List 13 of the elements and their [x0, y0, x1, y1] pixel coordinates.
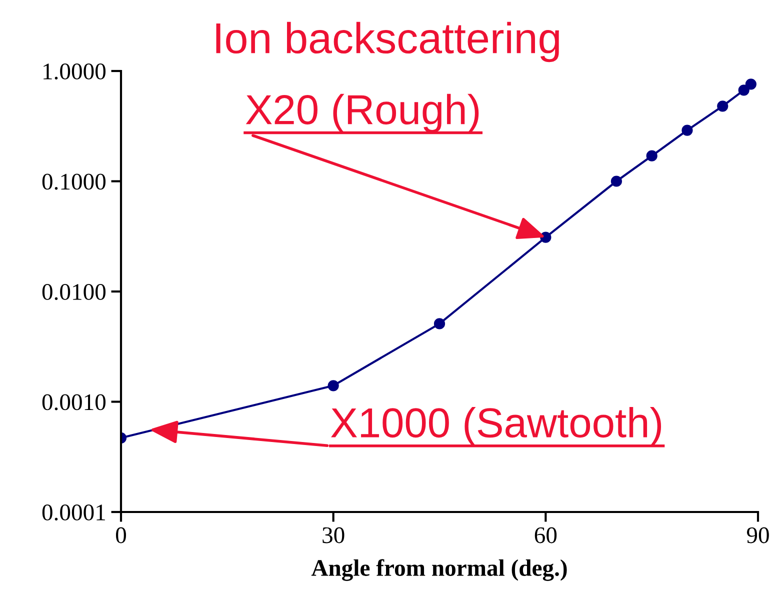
- chart-title: Ion backscattering: [216, 22, 559, 62]
- x-tick-label: 30: [322, 527, 344, 544]
- y-tick-label: 0.0001: [42, 504, 105, 521]
- annotation: X1000 (Sawtooth): [331, 407, 662, 446]
- y-tick-label: 0.0100: [42, 284, 106, 300]
- y-tick-label: 1.0000: [44, 63, 106, 80]
- annotation: X20 (Rough): [246, 94, 479, 133]
- x-tick-label: 60: [534, 527, 557, 544]
- x-axis-title: Angle from normal (deg.): [311, 559, 567, 581]
- y-tick-label: 0.1000: [42, 174, 106, 190]
- y-tick-label: 0.0010: [42, 394, 106, 410]
- x-tick-label: 0: [116, 527, 126, 544]
- x-tick-label: 90: [746, 527, 769, 544]
